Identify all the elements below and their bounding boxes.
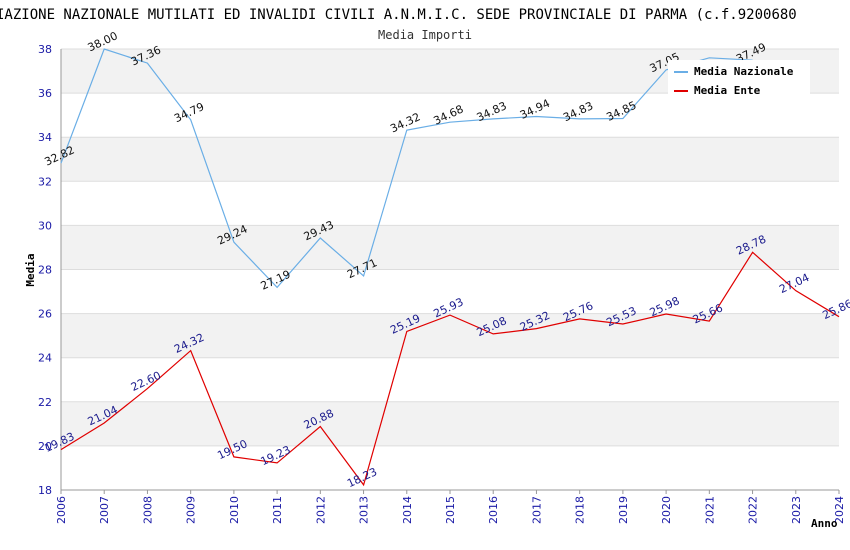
x-tick-label: 2010: [228, 496, 241, 524]
x-tick-label: 2013: [358, 496, 371, 524]
legend-label-ente: Media Ente: [694, 84, 761, 97]
legend-box: [668, 60, 810, 98]
plot-band: [61, 445, 839, 490]
x-tick-label: 2012: [314, 496, 327, 524]
series-line-ente: [60, 251, 840, 487]
y-tick-label: 20: [38, 440, 52, 453]
y-tick-label: 34: [38, 131, 52, 144]
y-tick-label: 18: [38, 484, 52, 497]
x-tick-label: 2018: [574, 496, 587, 524]
y-tick-label: 32: [38, 175, 52, 188]
y-tick-label: 36: [38, 87, 52, 100]
axes: [60, 49, 840, 494]
series-lines: [60, 48, 840, 487]
y-tick-label: 38: [38, 43, 52, 56]
x-tick-label: 2016: [487, 496, 500, 524]
y-axis-label: Media: [24, 253, 37, 286]
x-tick-label: 2006: [55, 496, 68, 524]
plot-band: [61, 225, 839, 270]
plot-band: [61, 93, 839, 138]
x-axis-label: Anno: [811, 517, 838, 530]
y-tick-label: 26: [38, 308, 52, 321]
x-tick-label: 2023: [790, 496, 803, 524]
x-tick-label: 2011: [271, 496, 284, 524]
y-tick-label: 30: [38, 219, 52, 232]
x-tick-label: 2017: [530, 496, 543, 524]
series-line-nazionale: [60, 48, 753, 289]
chart-subtitle: Media Importi: [378, 28, 472, 42]
x-tick-label: 2015: [444, 496, 457, 524]
x-tick-label: 2019: [617, 496, 630, 524]
x-tick-label: 2024: [833, 496, 846, 524]
plot-band: [61, 357, 839, 402]
y-tick-label: 22: [38, 396, 52, 409]
y-tick-label: 28: [38, 264, 52, 277]
x-tick-label: 2021: [703, 496, 716, 524]
x-tick-label: 2014: [401, 496, 414, 524]
x-tick-label: 2009: [185, 496, 198, 524]
x-tick-label: 2020: [660, 496, 673, 524]
legend: Media Nazionale Media Ente: [668, 60, 810, 98]
x-tick-label: 2022: [747, 496, 760, 524]
legend-label-nazionale: Media Nazionale: [694, 65, 794, 78]
plot-band: [61, 181, 839, 226]
x-tick-label: 2007: [98, 496, 111, 524]
plot-bands: [61, 49, 839, 490]
plot-band: [61, 269, 839, 314]
x-tick-label: 2008: [141, 496, 154, 524]
y-tick-label: 24: [38, 352, 52, 365]
chart-title: IAZIONE NAZIONALE MUTILATI ED INVALIDI C…: [0, 7, 797, 23]
plot-band: [61, 137, 839, 182]
plot-band: [61, 401, 839, 446]
